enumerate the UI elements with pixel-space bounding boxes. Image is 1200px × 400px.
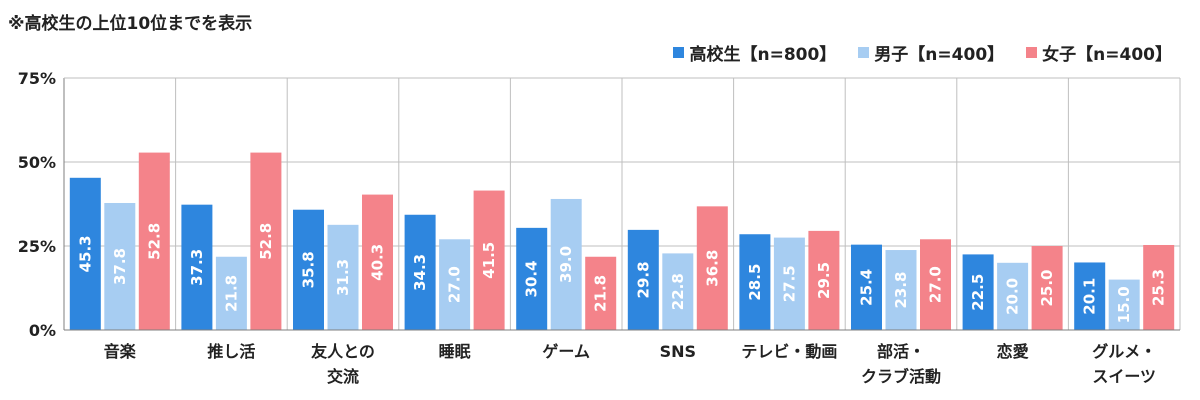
data-label: 29.8 [634,261,652,298]
data-label: 34.3 [411,254,429,291]
x-tick-label: 恋愛 [997,342,1029,361]
bar [585,256,617,330]
x-tick-label: 交流 [327,367,359,386]
bar [773,237,805,330]
data-label: 22.8 [669,273,687,310]
bar [997,262,1029,330]
data-label: 37.8 [111,248,129,285]
data-label: 15.0 [1115,286,1133,323]
legend-item-female: 女子【n=400】 [1026,40,1172,65]
data-label: 30.4 [523,260,541,297]
x-tick-label: スイーツ [1092,367,1156,386]
data-label: 27.5 [780,265,798,302]
data-label: 25.4 [858,269,876,306]
data-label: 36.8 [703,250,721,287]
data-label: 22.5 [969,274,987,311]
x-tick-label: ゲーム [542,342,590,361]
bar [104,202,136,330]
data-label: 52.8 [145,223,163,260]
y-tick-label: 75% [18,69,56,88]
y-tick-label: 50% [18,153,56,172]
bar [808,230,840,330]
data-label: 28.5 [746,264,764,301]
data-label: 20.1 [1081,278,1099,315]
x-tick-label: グルメ・ [1092,342,1156,361]
bar [362,194,393,330]
x-tick-label: クラブ活動 [861,367,941,386]
bar [851,244,882,330]
bar [293,209,324,330]
data-label: 27.0 [927,266,945,303]
legend: 高校生【n=800】 男子【n=400】 女子【n=400】 [673,40,1172,65]
legend-swatch-male [858,47,870,58]
data-label: 40.3 [369,244,387,281]
data-label: 37.3 [188,249,206,286]
bar [885,250,917,330]
bar [473,190,505,330]
chart-note: ※高校生の上位10位までを表示 [8,14,253,34]
legend-item-male: 男子【n=400】 [858,40,1004,65]
bar [696,206,728,330]
bar [662,253,694,330]
x-tick-label: テレビ・動画 [741,342,837,361]
x-tick-label: 音楽 [104,342,137,361]
y-tick-label: 0% [29,321,56,340]
bar [439,239,471,330]
data-label: 21.8 [592,275,610,312]
bar [739,234,771,330]
bar [1074,262,1106,330]
legend-swatch-all [673,47,685,58]
bar [516,227,548,330]
data-label: 52.8 [257,223,275,260]
legend-swatch-female [1026,47,1038,58]
x-tick-label: SNS [660,342,696,361]
bar [1108,279,1140,330]
bar [138,152,170,330]
legend-label-all: 高校生【n=800】 [689,45,837,65]
x-tick-label: 睡眠 [439,342,471,361]
bar [69,177,101,330]
data-label: 25.0 [1038,269,1056,306]
bar [1143,244,1175,330]
data-label: 41.5 [480,242,498,279]
data-label: 39.0 [557,246,575,283]
bar [404,214,436,330]
data-label: 31.3 [334,259,352,296]
data-label: 29.5 [815,262,833,299]
bar [1031,246,1063,330]
legend-item-all: 高校生【n=800】 [673,40,836,65]
bar [962,254,994,330]
y-tick-label: 25% [18,237,56,256]
data-label: 35.8 [300,251,318,288]
x-tick-label: 友人との [311,342,375,361]
x-tick-label: 推し活 [207,342,255,361]
x-tick-label: 部活・ [877,342,925,361]
data-label: 45.3 [76,235,94,272]
bar [181,204,213,330]
data-label: 23.8 [892,272,910,309]
data-label: 25.3 [1150,269,1168,306]
bar [250,152,282,330]
bar [627,229,659,330]
bar [215,256,247,330]
legend-label-female: 女子【n=400】 [1042,45,1172,65]
data-label: 20.0 [1004,278,1022,315]
bar [327,224,359,330]
bar [920,239,951,330]
data-label: 21.8 [222,275,240,312]
bar [550,198,582,330]
legend-label-male: 男子【n=400】 [874,45,1005,65]
data-label: 27.0 [446,266,464,303]
